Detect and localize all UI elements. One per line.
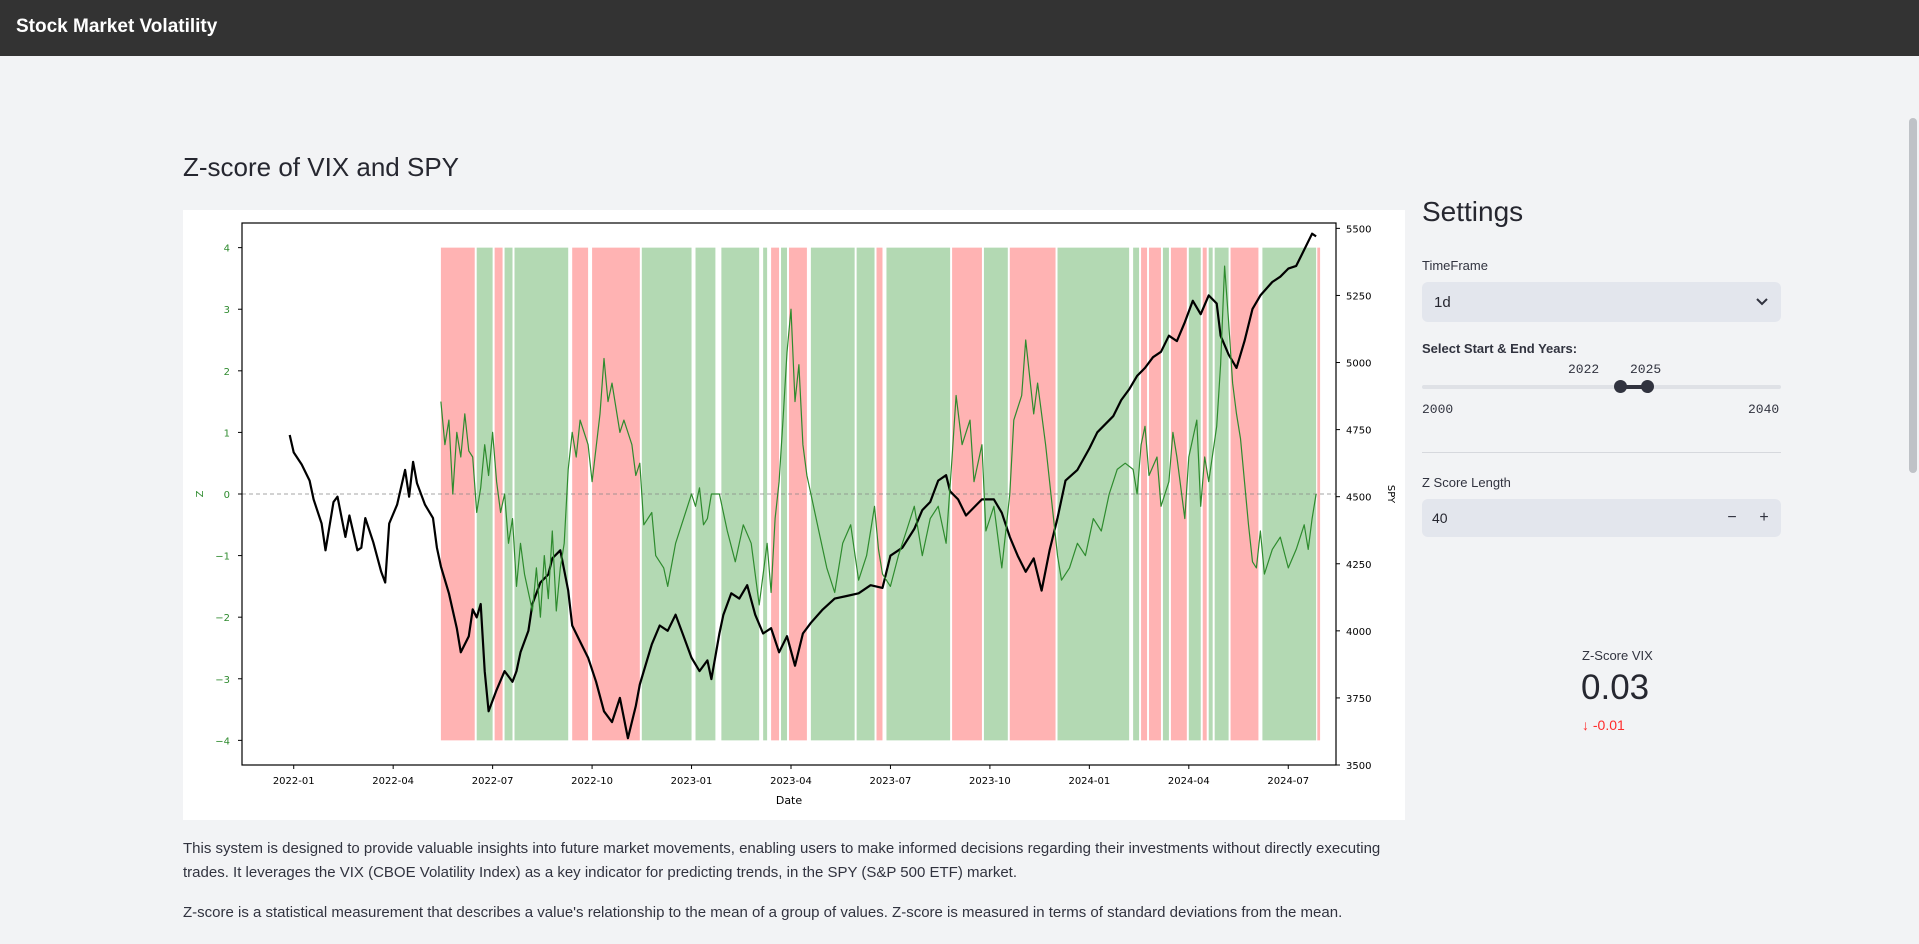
timeframe-label: TimeFrame bbox=[1422, 258, 1488, 273]
green-band bbox=[763, 247, 768, 741]
timeframe-value: 1d bbox=[1434, 294, 1451, 311]
zscore-line bbox=[440, 265, 1317, 618]
top-bar: Stock Market Volatility bbox=[0, 0, 1919, 56]
x-tick-label: 2022-04 bbox=[372, 776, 414, 787]
y-left-tick-label: −4 bbox=[215, 736, 230, 747]
y-right-tick-label: 5500 bbox=[1346, 224, 1371, 235]
x-tick-label: 2024-07 bbox=[1267, 776, 1309, 787]
scrollbar-thumb[interactable] bbox=[1909, 118, 1917, 473]
green-band bbox=[1133, 247, 1140, 741]
y-right-tick-label: 4000 bbox=[1346, 627, 1371, 638]
description-paragraph-1: This system is designed to provide valua… bbox=[183, 840, 1381, 881]
green-band bbox=[1162, 247, 1169, 741]
description-paragraph-2: Z-score is a statistical measurement tha… bbox=[183, 904, 1343, 921]
green-band bbox=[886, 247, 951, 741]
y-left-tick-label: 2 bbox=[224, 367, 230, 378]
red-band bbox=[1170, 247, 1187, 741]
y-left-tick-label: 3 bbox=[224, 305, 230, 316]
y-right-tick-label: 4250 bbox=[1346, 560, 1371, 571]
y-left-tick-label: −3 bbox=[215, 675, 230, 686]
y-left-tick-label: 4 bbox=[224, 244, 230, 255]
x-tick-label: 2023-10 bbox=[969, 776, 1011, 787]
zscore-length-label: Z Score Length bbox=[1422, 475, 1511, 490]
y-right-axis-label: SPY bbox=[1385, 485, 1396, 504]
zscore-length-input[interactable]: 40 − + bbox=[1422, 499, 1781, 537]
red-band bbox=[1141, 247, 1148, 741]
years-label: Select Start & End Years: bbox=[1422, 341, 1578, 356]
y-left-tick-label: 1 bbox=[224, 428, 230, 439]
y-right-tick-label: 5000 bbox=[1346, 359, 1371, 370]
x-tick-label: 2023-04 bbox=[770, 776, 812, 787]
x-tick-label: 2022-07 bbox=[472, 776, 514, 787]
page-title: Z-score of VIX and SPY bbox=[183, 152, 460, 182]
metric-label: Z-Score VIX bbox=[1582, 648, 1653, 663]
x-tick-label: 2024-01 bbox=[1068, 776, 1110, 787]
year-end-value: 2025 bbox=[1630, 362, 1662, 377]
timeframe-select[interactable]: 1d bbox=[1422, 282, 1781, 322]
app-title: Stock Market Volatility bbox=[16, 16, 218, 37]
y-right-tick-label: 3500 bbox=[1346, 761, 1371, 772]
settings-divider bbox=[1422, 452, 1781, 453]
year-start-handle[interactable] bbox=[1614, 380, 1627, 393]
metric-delta: ↓ -0.01 bbox=[1582, 717, 1625, 733]
y-left-tick-label: −1 bbox=[215, 552, 230, 563]
chevron-down-icon bbox=[1756, 298, 1768, 306]
x-tick-label: 2022-01 bbox=[273, 776, 315, 787]
year-start-value: 2022 bbox=[1568, 362, 1600, 377]
red-band bbox=[1317, 247, 1321, 741]
decrement-button[interactable]: − bbox=[1727, 509, 1737, 526]
year-min-label: 2000 bbox=[1422, 402, 1454, 417]
y-right-tick-label: 4500 bbox=[1346, 493, 1371, 504]
x-tick-label: 2024-04 bbox=[1168, 776, 1210, 787]
spy-line bbox=[288, 232, 1317, 740]
y-right-tick-label: 4750 bbox=[1346, 426, 1371, 437]
arrow-down-icon: ↓ bbox=[1582, 717, 1589, 733]
y-left-axis-label: Z bbox=[195, 490, 206, 497]
x-tick-label: 2023-07 bbox=[870, 776, 912, 787]
year-end-handle[interactable] bbox=[1641, 380, 1654, 393]
zscore-chart: 4 3 2 1 0 −1 −2 −3 −4 5500 5250 5000 4750 4500 4250 400… bbox=[195, 222, 1396, 807]
years-slider[interactable] bbox=[1422, 380, 1781, 393]
years-slider-range bbox=[1620, 385, 1647, 389]
chart-card: 4 3 2 1 0 −1 −2 −3 −4 5500 5250 5000 4750 4500 4250 400… bbox=[183, 210, 1405, 820]
x-tick-label: 2023-01 bbox=[671, 776, 713, 787]
y-right-tick-label: 5250 bbox=[1346, 291, 1371, 302]
green-band bbox=[983, 247, 1008, 741]
metric-delta-value: -0.01 bbox=[1592, 717, 1625, 733]
year-max-label: 2040 bbox=[1748, 402, 1780, 417]
green-band bbox=[1214, 247, 1229, 741]
x-tick-label: 2022-10 bbox=[571, 776, 613, 787]
metric-value: 0.03 bbox=[1581, 668, 1650, 707]
x-axis-label: Date bbox=[776, 794, 803, 807]
settings-title: Settings bbox=[1422, 196, 1524, 227]
y-left-tick-label: 0 bbox=[224, 490, 230, 501]
y-left-tick-label: −2 bbox=[215, 613, 230, 624]
page-scrollbar[interactable] bbox=[1905, 56, 1919, 944]
increment-button[interactable]: + bbox=[1759, 509, 1769, 526]
zscore-length-value: 40 bbox=[1432, 510, 1448, 526]
y-right-tick-label: 3750 bbox=[1346, 694, 1371, 705]
